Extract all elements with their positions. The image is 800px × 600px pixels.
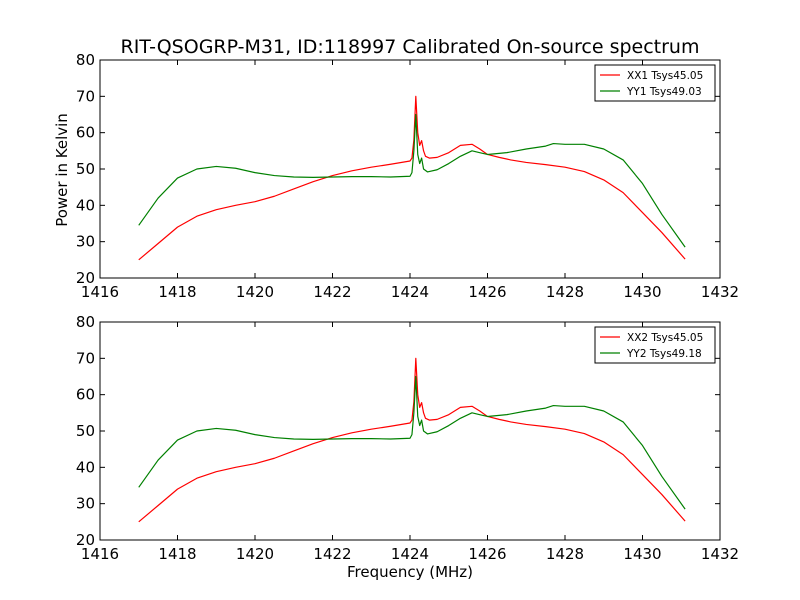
x-tick-label: 1432 (701, 545, 739, 563)
legend-label: XX1 Tsys45.05 (627, 70, 703, 82)
x-tick-label: 1416 (81, 283, 119, 301)
series-line-xx-panel-2 (138, 357, 686, 523)
x-tick-label: 1424 (391, 283, 429, 301)
series-line-xx-panel-1 (138, 95, 686, 261)
x-tick-label: 1430 (623, 545, 661, 563)
legend: XX2 Tsys45.05 YY2 Tsys49.18 (594, 326, 716, 364)
legend: XX1 Tsys45.05 YY1 Tsys49.03 (594, 64, 716, 102)
y-tick-label: 60 (76, 386, 95, 404)
x-tick-label: 1418 (158, 283, 196, 301)
x-tick-label: 1424 (391, 545, 429, 563)
legend-label: YY1 Tsys49.03 (626, 86, 702, 98)
top-spectrum-panel: 1416 1418 1420 1422 1424 1426 1428 1430 1432 20 30… (76, 51, 739, 301)
y-tick-label: 30 (76, 495, 95, 513)
legend-box (594, 326, 716, 364)
bottom-spectrum-panel: 1416 1418 1420 1422 1424 1426 1428 1430 1432 20 30… (76, 313, 739, 563)
series-line-yy-panel-2 (138, 375, 686, 510)
x-tick-label: 1418 (158, 545, 196, 563)
y-tick-label: 40 (76, 458, 95, 476)
x-tick-label: 1422 (313, 545, 351, 563)
y-tick-label: 70 (76, 349, 95, 367)
y-tick-label: 20 (76, 269, 95, 287)
y-tick-label: 80 (76, 313, 95, 331)
y-tick-label: 50 (76, 422, 95, 440)
x-tick-label: 1426 (468, 283, 506, 301)
x-tick-label: 1422 (313, 283, 351, 301)
x-tick-label: 1428 (546, 283, 584, 301)
y-tick-label: 20 (76, 531, 95, 549)
legend-label: XX2 Tsys45.05 (627, 332, 703, 344)
figure-title: RIT-QSOGRP-M31, ID:118997 Calibrated On-… (121, 36, 700, 58)
y-tick-label: 50 (76, 160, 95, 178)
x-tick-label: 1426 (468, 545, 506, 563)
x-tick-label: 1420 (236, 283, 274, 301)
x-tick-label: 1432 (701, 283, 739, 301)
y-tick-label: 40 (76, 196, 95, 214)
x-tick-label: 1416 (81, 545, 119, 563)
y-tick-label: 70 (76, 87, 95, 105)
y-tick-label: 60 (76, 124, 95, 142)
y-tick-label: 30 (76, 233, 95, 251)
y-axis-label: Power in Kelvin (53, 113, 71, 227)
x-tick-label: 1428 (546, 545, 584, 563)
x-tick-label: 1430 (623, 283, 661, 301)
y-tick-label: 80 (76, 51, 95, 69)
x-tick-label: 1420 (236, 545, 274, 563)
legend-label: YY2 Tsys49.18 (626, 348, 702, 360)
x-axis-label: Frequency (MHz) (347, 563, 473, 581)
series-line-yy-panel-1 (138, 113, 686, 248)
legend-box (594, 64, 716, 102)
